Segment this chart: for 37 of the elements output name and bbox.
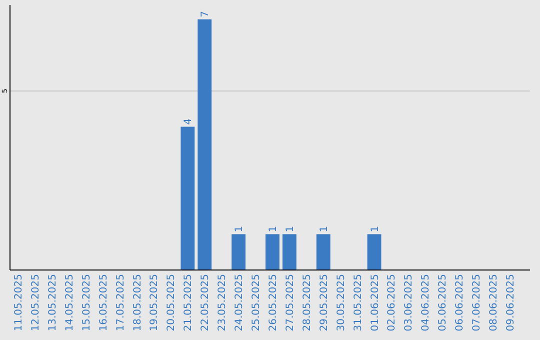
x-tick-label: 23.05.2025 — [217, 274, 228, 332]
x-tick-label: 15.05.2025 — [81, 274, 92, 332]
x-tick-label: 27.05.2025 — [284, 274, 296, 332]
data-label: 7 — [200, 10, 212, 18]
x-tick-label: 24.05.2025 — [234, 274, 246, 332]
x-tick-label: 04.06.2025 — [420, 274, 432, 332]
x-tick-label: 22.05.2025 — [200, 274, 212, 332]
x-tick-label: 07.06.2025 — [472, 274, 483, 332]
x-tick-label: 21.05.2025 — [183, 274, 194, 332]
x-tick-label: 09.06.2025 — [505, 274, 516, 332]
x-tick-label: 08.06.2025 — [488, 274, 500, 332]
x-tick-label: 02.06.2025 — [386, 274, 398, 332]
data-label: 1 — [318, 226, 330, 232]
data-label: 1 — [268, 226, 279, 232]
x-tick-label: 17.05.2025 — [115, 274, 126, 332]
x-tick-label: 13.05.2025 — [47, 274, 58, 332]
x-tick-label: 26.05.2025 — [268, 274, 279, 332]
x-tick-label: 28.05.2025 — [302, 274, 313, 332]
x-tick-label: 01.06.2025 — [370, 274, 381, 332]
data-label: 4 — [183, 118, 194, 125]
x-tick-label: 14.05.2025 — [64, 274, 76, 332]
x-tick-label: 03.06.2025 — [404, 274, 415, 332]
x-tick-label: 05.06.2025 — [438, 274, 449, 332]
x-tick-label: 16.05.2025 — [98, 274, 110, 332]
x-tick-label: 20.05.2025 — [166, 274, 178, 332]
x-tick-label: 12.05.2025 — [30, 274, 42, 332]
x-tick-label: 30.05.2025 — [336, 274, 347, 332]
x-tick-label: 11.05.2025 — [14, 274, 25, 332]
x-tick-label: 25.05.2025 — [251, 274, 262, 332]
x-tick-label: 19.05.2025 — [149, 274, 160, 332]
data-label: 1 — [284, 226, 296, 232]
x-tick-label: 31.05.2025 — [352, 274, 364, 332]
x-tick-label: 06.06.2025 — [454, 274, 466, 332]
data-label: 1 — [370, 226, 381, 232]
x-tick-label: 29.05.2025 — [318, 274, 330, 332]
x-tick-label: 18.05.2025 — [132, 274, 144, 332]
data-label: 1 — [234, 226, 246, 232]
